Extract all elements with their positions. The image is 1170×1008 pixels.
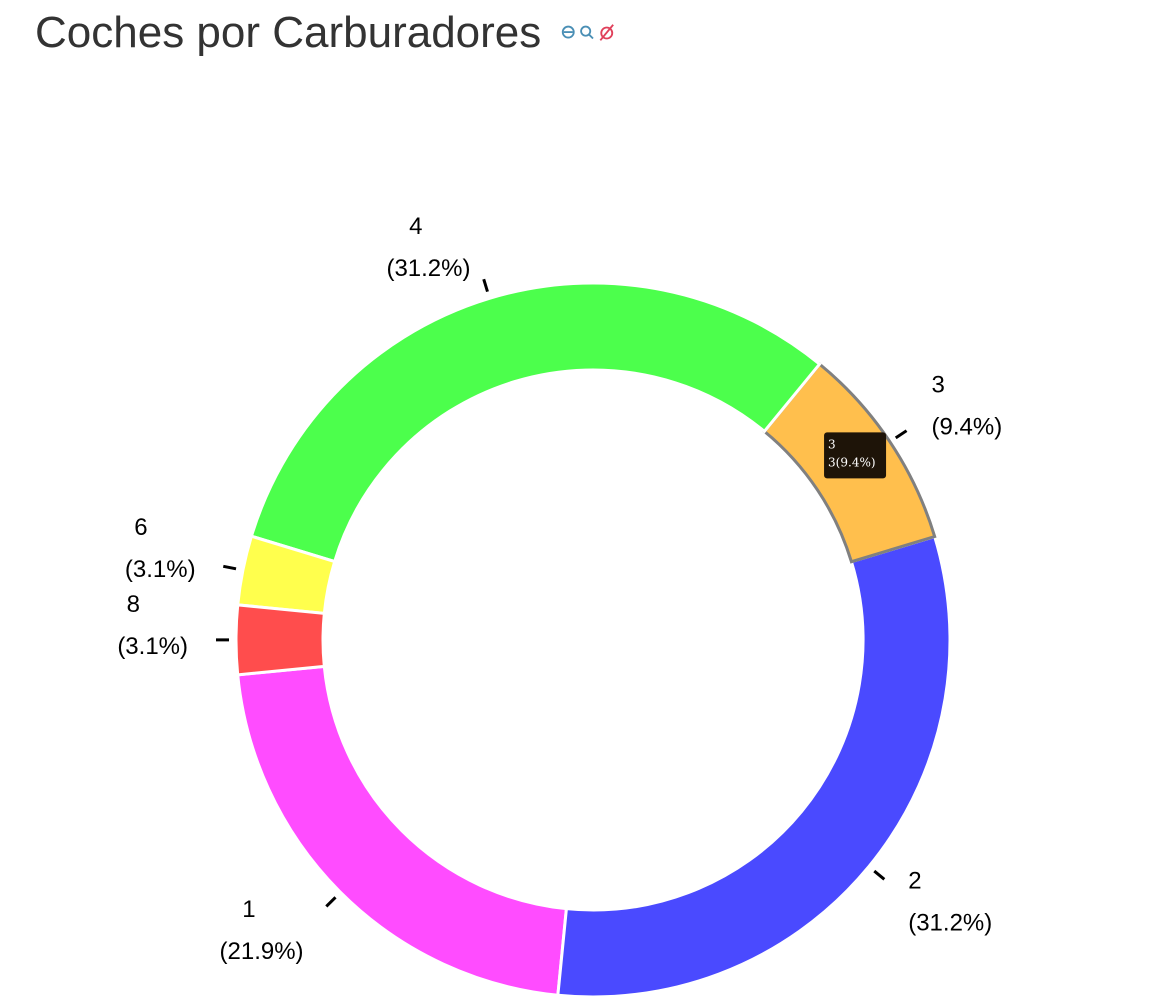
chart-title: Coches por Carburadores — [35, 8, 542, 57]
slice-tooltip: 3 3(9.4%) — [824, 432, 887, 479]
slice-percent-1: (21.9%) — [220, 938, 304, 965]
slice-percent-6: (3.1%) — [125, 556, 196, 583]
slice-2[interactable] — [556, 534, 952, 999]
tooltip-line-1: 3 — [828, 437, 836, 451]
slice-percent-8: (3.1%) — [117, 633, 188, 660]
label-tick-1 — [325, 896, 337, 908]
label-tick-3 — [894, 429, 908, 440]
reset-icon[interactable] — [599, 24, 614, 41]
slice-percent-3: (9.4%) — [932, 414, 1003, 441]
tooltip-line-2: 3(9.4%) — [828, 455, 875, 469]
chart-toolbar — [561, 24, 614, 41]
slice-label-4: 4 — [409, 213, 422, 240]
slice-4[interactable] — [249, 281, 822, 564]
magnify-icon[interactable] — [580, 25, 594, 40]
slice-label-1: 1 — [242, 896, 255, 923]
slice-percent-2: (31.2%) — [908, 910, 992, 937]
label-tick-4 — [482, 278, 489, 293]
zoom-selection-icon[interactable] — [561, 25, 575, 39]
slice-8[interactable] — [234, 603, 326, 677]
slice-percent-4: (31.2%) — [386, 255, 470, 282]
slice-label-8: 8 — [127, 591, 140, 618]
slice-label-6: 6 — [134, 514, 147, 541]
label-tick-6 — [222, 564, 237, 571]
label-tick-2 — [873, 869, 886, 881]
slice-label-2: 2 — [908, 868, 921, 895]
slice-label-3: 3 — [932, 372, 945, 399]
